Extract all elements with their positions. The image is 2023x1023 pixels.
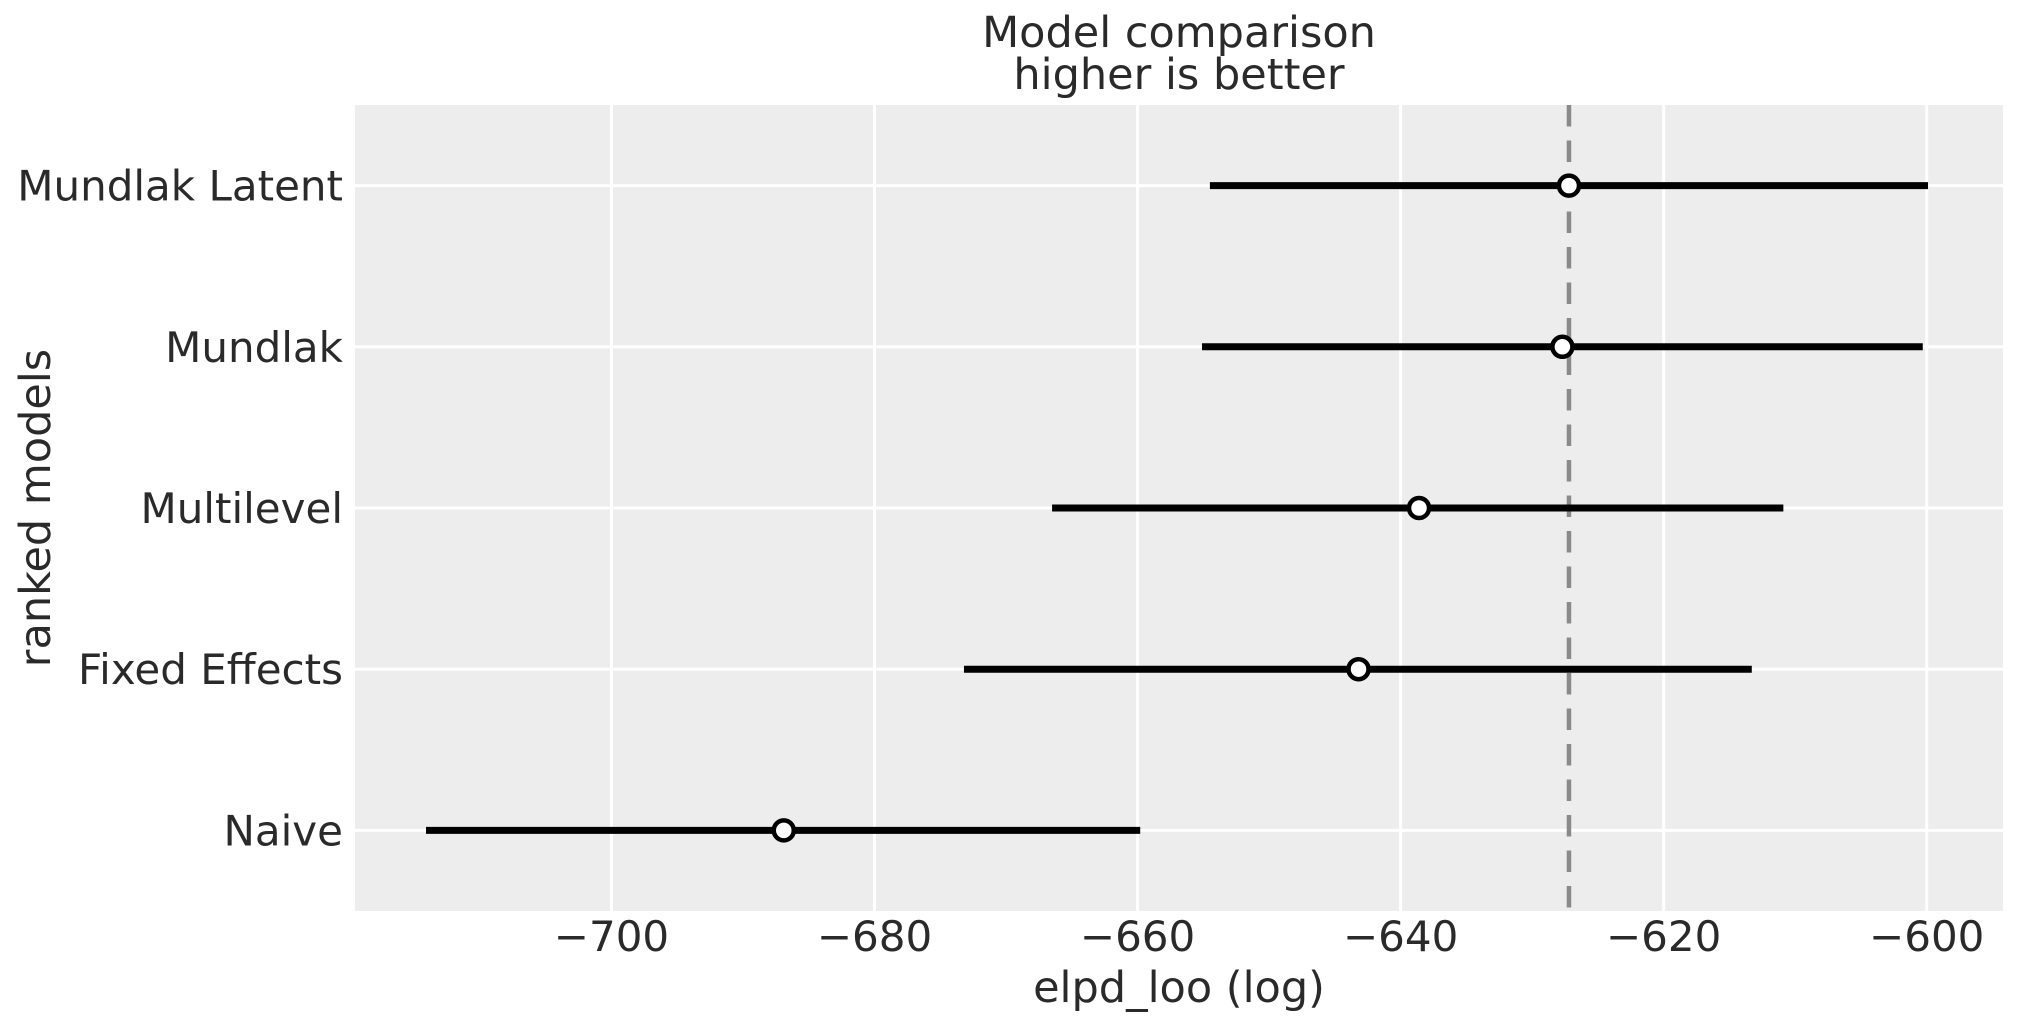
- point-marker: [771, 818, 797, 843]
- y-tick-label: Mundlak: [165, 323, 344, 372]
- point-marker: [1556, 173, 1582, 198]
- y-tick-label: Mundlak Latent: [17, 162, 343, 211]
- x-tick-label: −680: [817, 912, 932, 961]
- point-marker: [1406, 495, 1432, 521]
- y-tick-label: Multilevel: [140, 484, 343, 533]
- x-tick-label: −700: [554, 912, 669, 961]
- chart-title-line2: higher is better: [1013, 50, 1344, 100]
- point-marker: [1346, 656, 1371, 682]
- chart-title-line1: Model comparison: [982, 8, 1376, 58]
- x-tick-label: −600: [1869, 912, 1984, 961]
- y-axis-label: ranked models: [11, 349, 61, 667]
- point-marker: [1550, 334, 1575, 360]
- y-tick-label: Fixed Effects: [78, 645, 343, 694]
- x-axis-label: elpd_loo (log): [1033, 963, 1325, 1013]
- x-tick-label: −660: [1080, 912, 1195, 961]
- y-tick-label: Naive: [223, 806, 343, 855]
- x-tick-label: −640: [1343, 912, 1458, 961]
- x-tick-label: −620: [1606, 912, 1721, 961]
- chart-marks: −700 −680 −660 −640 −620 −600 Mundlak Latent Mu…: [17, 105, 2003, 961]
